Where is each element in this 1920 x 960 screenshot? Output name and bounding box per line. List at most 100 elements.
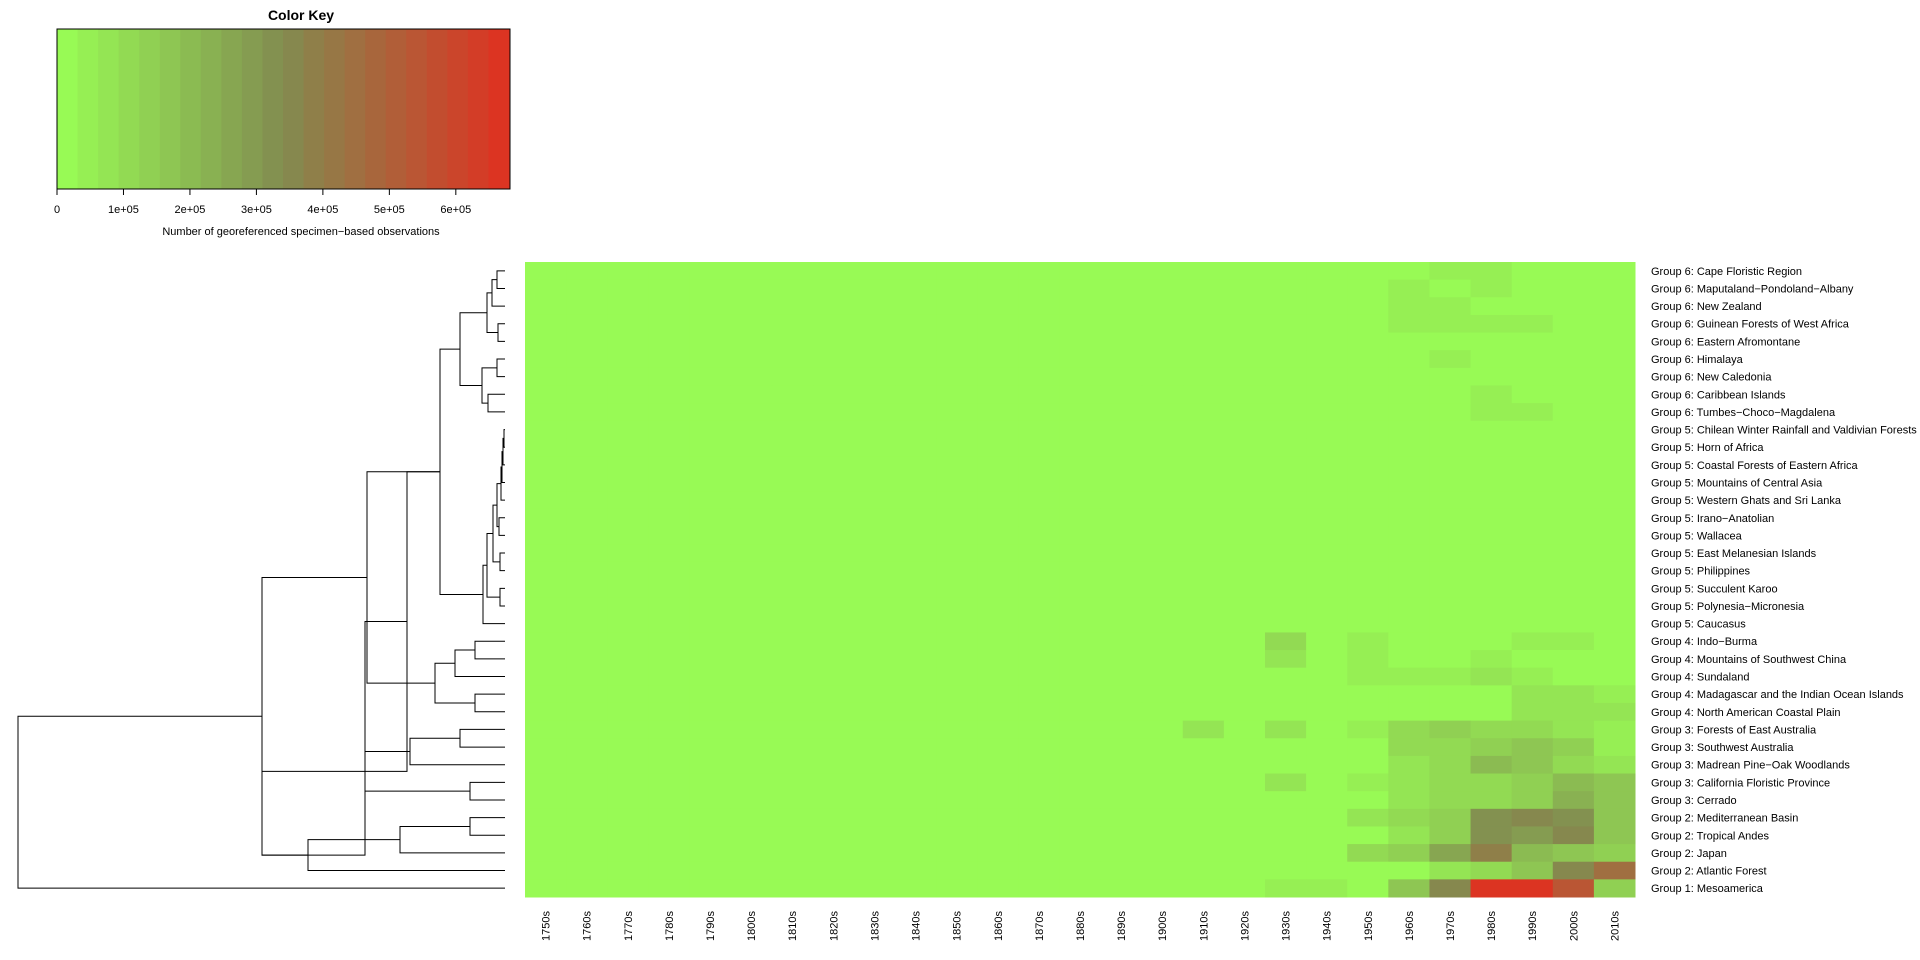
row-label: Group 6: Himalaya: [1651, 354, 1744, 366]
color-key-tick-label: 6e+05: [440, 204, 471, 216]
heatmap-cell: [525, 262, 567, 281]
row-label: Group 4: Madagascar and the Indian Ocean…: [1651, 689, 1904, 701]
heatmap-cell: [1265, 667, 1307, 686]
heatmap-cell: [936, 597, 978, 616]
heatmap-cell: [1306, 879, 1348, 898]
heatmap-cell: [977, 561, 1019, 580]
heatmap-cell: [1470, 632, 1513, 651]
heatmap-cell: [1223, 561, 1266, 580]
heatmap-cell: [1470, 491, 1513, 510]
heatmap-cell: [1429, 738, 1472, 757]
heatmap-cell: [1018, 738, 1060, 757]
heatmap-cell: [812, 755, 855, 775]
heatmap-cell: [730, 367, 773, 386]
heatmap-cell: [1223, 544, 1266, 563]
heatmap-cell: [936, 861, 978, 880]
heatmap-cell: [1265, 685, 1307, 704]
heatmap-cell: [1388, 526, 1430, 545]
heatmap-cell: [895, 755, 937, 775]
heatmap-cell: [1018, 420, 1060, 439]
heatmap-cell: [1593, 685, 1636, 704]
heatmap-cell: [1018, 544, 1060, 563]
heatmap-cell: [1141, 861, 1184, 880]
heatmap-cell: [525, 420, 567, 439]
heatmap-cell: [853, 456, 896, 475]
heatmap-cell: [1470, 279, 1513, 298]
heatmap-cell: [1265, 279, 1307, 298]
heatmap-cell: [1265, 438, 1307, 457]
heatmap-cell: [771, 508, 814, 528]
row-label: Group 3: Forests of East Australia: [1651, 724, 1817, 736]
heatmap-cell: [1511, 314, 1554, 334]
heatmap-cell: [1593, 491, 1636, 510]
heatmap-cell: [977, 844, 1019, 863]
heatmap-cell: [895, 385, 937, 404]
heatmap-cell: [730, 879, 773, 898]
heatmap-cell: [1511, 720, 1554, 739]
heatmap-cell: [1059, 544, 1102, 563]
heatmap-cell: [1470, 385, 1513, 404]
heatmap-cell: [895, 420, 937, 439]
heatmap-cell: [1059, 702, 1102, 722]
color-key-bin: [365, 29, 387, 189]
heatmap-cell: [689, 279, 732, 298]
heatmap-cell: [689, 297, 732, 316]
heatmap-cell: [1141, 526, 1184, 545]
dendrogram-branch: [459, 728, 505, 748]
heatmap-cell: [1347, 350, 1389, 369]
heatmap-cell: [1100, 297, 1143, 316]
heatmap-cell: [1470, 403, 1513, 422]
heatmap-cell: [1552, 773, 1595, 792]
color-key-bin: [180, 29, 202, 189]
heatmap-cell: [812, 597, 855, 616]
heatmap-cell: [525, 350, 567, 369]
heatmap-cell: [607, 685, 649, 704]
heatmap-cell: [1388, 861, 1430, 880]
heatmap-cell: [1100, 844, 1143, 863]
heatmap-cell: [1552, 508, 1595, 528]
heatmap-cell: [1182, 367, 1225, 386]
heatmap-cell: [1388, 597, 1430, 616]
heatmap-cell: [525, 332, 567, 351]
dendrogram-branch: [308, 621, 407, 856]
heatmap-cell: [1141, 773, 1184, 792]
heatmap-cell: [812, 314, 855, 334]
heatmap-cell: [977, 720, 1019, 739]
heatmap-cell: [1388, 438, 1430, 457]
heatmap-cell: [812, 720, 855, 739]
heatmap-cell: [1552, 438, 1595, 457]
heatmap-cell: [1100, 861, 1143, 880]
heatmap-cell: [853, 720, 896, 739]
heatmap-cell: [566, 438, 608, 457]
heatmap-cell: [1511, 332, 1554, 351]
heatmap-cell: [1552, 561, 1595, 580]
heatmap-cell: [1306, 279, 1348, 298]
heatmap-cell: [1593, 561, 1636, 580]
heatmap-cell: [1306, 262, 1348, 281]
heatmap-cell: [853, 491, 896, 510]
heatmap-cell: [1306, 314, 1348, 334]
heatmap-cell: [812, 491, 855, 510]
heatmap-cell: [977, 685, 1019, 704]
heatmap-cell: [1059, 685, 1102, 704]
heatmap-cell: [1388, 367, 1430, 386]
heatmap-cell: [648, 755, 690, 775]
heatmap-cell: [936, 297, 978, 316]
heatmap-cell: [1265, 544, 1307, 563]
heatmap-cell: [936, 879, 978, 898]
heatmap-cell: [1388, 297, 1430, 316]
heatmap-cell: [730, 526, 773, 545]
row-label: Group 5: Philippines: [1651, 566, 1751, 578]
column-label: 1970s: [1445, 911, 1457, 941]
heatmap-cell: [607, 561, 649, 580]
heatmap-cell: [607, 473, 649, 492]
dendrogram-branch: [261, 576, 367, 856]
heatmap-cell: [566, 279, 608, 298]
heatmap-cell: [895, 262, 937, 281]
heatmap-cell: [1552, 544, 1595, 563]
heatmap-cell: [1470, 650, 1513, 669]
heatmap-cell: [895, 403, 937, 422]
heatmap-cell: [1223, 332, 1266, 351]
heatmap-cell: [525, 702, 567, 722]
heatmap-cell: [1223, 508, 1266, 528]
